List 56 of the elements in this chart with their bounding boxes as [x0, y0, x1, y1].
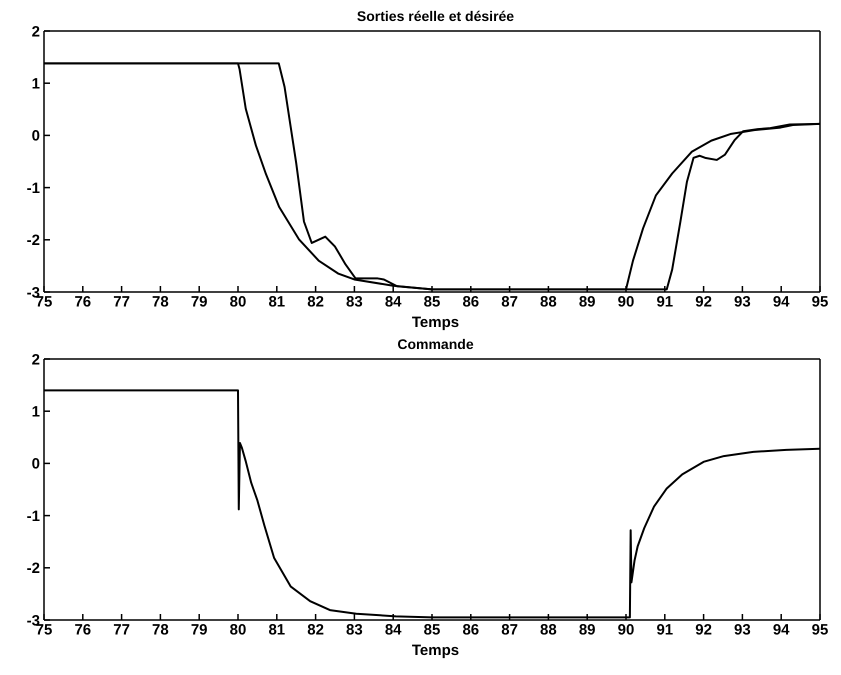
x-tick-label: 79 [190, 622, 208, 639]
y-tick-label: 1 [32, 404, 40, 421]
x-tick-label: 95 [812, 622, 828, 639]
x-tick-label: 76 [74, 294, 92, 311]
x-axis-title: Temps [410, 642, 460, 659]
x-tick-label: 88 [540, 622, 557, 639]
x-tick-label: 85 [424, 622, 440, 639]
x-tick-label: 88 [540, 294, 557, 311]
x-tick-label: 90 [618, 622, 634, 639]
x-tick-label: 78 [152, 622, 169, 639]
x-tick-label: 81 [268, 622, 286, 639]
x-tick-label: 91 [656, 622, 674, 639]
y-tick-label: 1 [32, 76, 40, 93]
x-tick-label: 92 [695, 622, 712, 639]
x-tick-label: 89 [578, 622, 596, 639]
y-tick-label: -1 [26, 180, 40, 197]
x-tick-label: 93 [734, 622, 751, 639]
x-tick-label: 84 [384, 622, 402, 639]
x-tick-label: 87 [501, 294, 518, 311]
x-tick-label: 83 [346, 622, 363, 639]
x-tick-label: 79 [190, 294, 208, 311]
y-tick-label: -3 [26, 284, 40, 302]
x-tick-label: 86 [462, 622, 480, 639]
x-tick-label: 82 [307, 622, 324, 639]
x-tick-label: 87 [501, 622, 518, 639]
y-tick-label: 0 [32, 128, 40, 145]
x-tick-label: 81 [268, 294, 286, 311]
x-tick-label: 76 [74, 622, 92, 639]
chart-title: Sorties réelle et désirée [356, 8, 514, 24]
x-tick-label: 92 [695, 294, 712, 311]
x-axis-title: Temps [410, 314, 460, 331]
x-tick-label: 95 [812, 294, 828, 311]
x-tick-label: 89 [578, 294, 596, 311]
x-tick-label: 78 [152, 294, 169, 311]
x-tick-label: 90 [618, 294, 634, 311]
chart-title: Commande [397, 336, 474, 352]
x-tick-label: 86 [462, 294, 480, 311]
y-tick-label: -2 [26, 232, 40, 250]
x-tick-label: 94 [772, 622, 790, 639]
y-tick-label: -2 [26, 560, 40, 578]
y-tick-label: -1 [26, 508, 40, 525]
x-tick-label: 80 [230, 294, 246, 311]
x-tick-label: 94 [772, 294, 790, 311]
y-tick-label: -3 [26, 612, 40, 630]
x-tick-label: 77 [113, 622, 130, 639]
x-tick-label: 93 [734, 294, 751, 311]
y-tick-label: 0 [32, 456, 40, 473]
x-tick-label: 84 [384, 294, 402, 311]
x-tick-label: 91 [656, 294, 674, 311]
x-tick-label: 85 [424, 294, 440, 311]
x-tick-label: 77 [113, 294, 130, 311]
x-tick-label: 80 [230, 622, 246, 639]
y-tick-label: 2 [32, 351, 40, 368]
y-tick-label: 2 [32, 23, 40, 40]
x-tick-label: 83 [346, 294, 363, 311]
x-tick-label: 82 [307, 294, 324, 311]
